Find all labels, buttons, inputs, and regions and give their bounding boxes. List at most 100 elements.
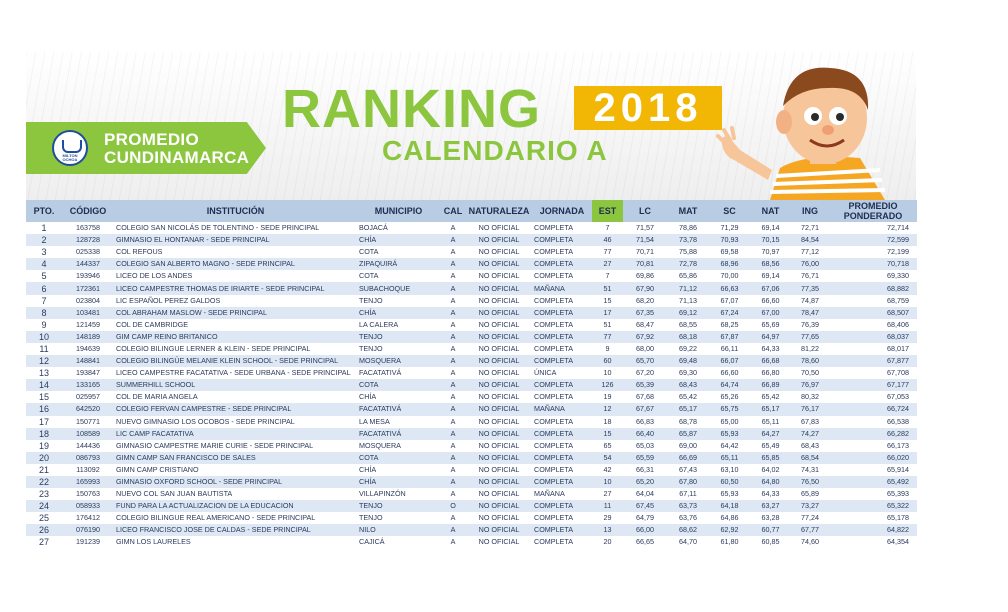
column-header-ing: ING [801,206,818,216]
cell-cal: A [450,452,456,462]
cell-sc: 65,11 [720,452,739,462]
cell-naturaleza: NO OFICIAL [478,356,520,366]
cell-pto: 2 [41,235,47,246]
cell-codigo: 025338 [76,247,100,257]
cell-cal: A [450,416,456,426]
cell-naturaleza: NO OFICIAL [478,259,520,269]
cell-municipio: FACATATIVÁ [359,368,402,378]
cell-codigo: 108589 [76,428,100,438]
cell-lc: 66,40 [636,428,654,438]
cell-lc: 67,35 [636,307,654,317]
cell-mat: 63,76 [679,513,697,523]
cell-ing: 74,27 [801,428,819,438]
cell-cal: A [450,283,456,293]
table-body: 1 163758 COLEGIO SAN NICOLÁS DE TOLENTINO … [26,222,917,549]
cell-codigo: 148189 [76,331,100,341]
cell-lc: 66,31 [636,464,654,474]
cell-municipio: CHÍA [359,307,377,317]
cell-codigo: 058933 [76,501,100,511]
cell-cal: A [450,525,456,535]
cell-naturaleza: NO OFICIAL [478,380,520,390]
cell-institucion: LIC CAMP FACATATIVA [116,428,194,438]
table-row: 5 193946 LICEO DE LOS ANDES COTA A NO OFICIAL… [26,270,917,283]
cell-ing: 68,54 [801,452,819,462]
column-header-promedio: PROMEDIO PONDERADO [843,201,903,221]
cell-municipio: TENJO [359,295,383,305]
cell-naturaleza: NO OFICIAL [478,368,520,378]
cell-jornada: COMPLETA [534,259,574,269]
cell-codigo: 194639 [76,343,100,353]
cell-est: 51 [603,283,612,293]
cell-sc: 67,87 [720,331,739,341]
cell-naturaleza: NO OFICIAL [478,464,520,474]
cell-ing: 77,65 [801,331,819,341]
cell-municipio: TENJO [359,501,383,511]
cell-municipio: VILLAPINZÓN [359,489,406,499]
cell-municipio: CHÍA [359,464,377,474]
cell-nat: 66,68 [761,356,780,366]
cell-pto: 8 [41,307,47,318]
cell-promedio: 72,599 [887,235,909,245]
column-header-est: EST [592,200,623,222]
cell-ing: 76,97 [801,380,819,390]
cell-est: 77 [603,247,612,257]
cell-lc: 68,20 [636,295,654,305]
cell-codigo: 023804 [76,295,100,305]
cell-pto: 25 [38,513,49,524]
cell-institucion: GIM CAMP REINO BRITANICO [116,331,218,341]
cell-pto: 10 [38,331,49,342]
table-row: 24 058933 FUND PARA LA ACTUALIZACION DE LA… [26,500,917,513]
cell-nat: 70,15 [761,235,780,245]
cell-cal: A [450,307,456,317]
cell-institucion: COLEGIO FERVAN CAMPESTRE - SEDE PRINCIPA… [116,404,292,414]
cell-municipio: LA MESA [359,416,390,426]
book-icon [62,140,82,153]
cell-pto: 12 [38,356,49,367]
cell-promedio: 65,393 [887,489,909,499]
cell-sc: 67,07 [720,295,739,305]
table-row: 14 133165 SUMMERHILL SCHOOL COTA A NO OFICIAL… [26,379,917,392]
cell-municipio: COTA [359,452,379,462]
cell-est: 17 [603,307,612,317]
cell-institucion: COLEGIO SAN ALBERTO MAGNO - SEDE PRINCIP… [116,259,295,269]
cell-codigo: 176412 [76,513,100,523]
cell-ing: 74,60 [801,537,819,547]
cell-promedio: 65,178 [887,513,909,523]
cell-est: 9 [605,343,610,353]
cell-naturaleza: NO OFICIAL [478,271,520,281]
cell-lc: 69,86 [636,271,654,281]
cell-cal: A [450,343,456,353]
cell-pto: 5 [41,271,47,282]
cell-cal: A [450,223,456,233]
cell-ing: 81,22 [801,343,819,353]
cell-ing: 74,31 [801,464,819,474]
cell-promedio: 68,037 [887,331,909,341]
cell-cal: A [450,513,456,523]
cell-mat: 65,86 [679,271,697,281]
cell-mat: 73,78 [679,235,697,245]
cell-promedio: 72,714 [887,223,909,233]
cell-ing: 67,77 [801,525,819,535]
cell-sc: 70,00 [720,271,739,281]
cell-ing: 77,35 [801,283,819,293]
cell-codigo: 144436 [76,440,100,450]
cell-lc: 65,39 [636,380,654,390]
cell-mat: 68,78 [679,416,697,426]
cell-lc: 64,79 [636,513,654,523]
cell-pto: 17 [38,416,49,427]
column-header-lc: LC [639,206,651,216]
cell-nat: 65,17 [761,404,780,414]
cell-est: 51 [603,319,612,329]
cell-institucion: COL REFOUS [116,247,163,257]
column-header-mat: MAT [678,206,698,216]
cell-nat: 65,69 [761,319,780,329]
cell-nat: 63,27 [761,501,780,511]
cell-ing: 84,54 [801,235,819,245]
table-row: 13 193847 LICEO CAMPESTRE FACATATIVA - SED… [26,367,917,380]
cell-sc: 65,93 [720,489,739,499]
cell-promedio: 65,914 [887,464,909,474]
promo-title: PROMEDIO CUNDINAMARCA [104,131,249,167]
cell-codigo: 193946 [76,271,100,281]
cell-institucion: COLEGIO BILINGUE REAL AMERICANO - SEDE P… [116,513,316,523]
cell-municipio: FACATATIVÁ [359,428,402,438]
